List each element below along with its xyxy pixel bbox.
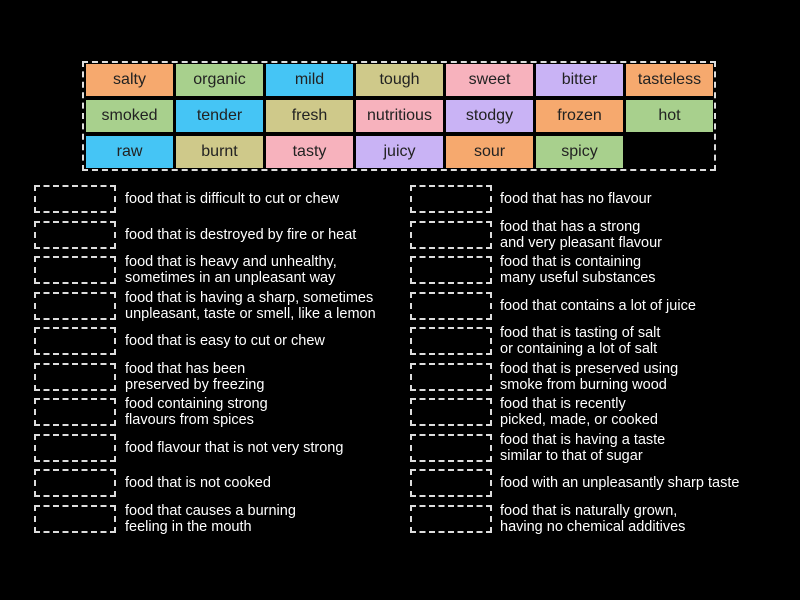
drop-slot[interactable] [410,291,492,320]
definition-line: food that is preserved using [500,360,679,377]
definition-line: having no chemical additives [500,518,686,535]
definition-line: food that is having a taste [500,431,666,448]
word-tray [82,61,716,171]
definition-line: food that is naturally grown, [500,502,678,519]
definition: food that is not cooked [125,467,271,499]
definition-line: food flavour that is not very strong [125,439,344,456]
drop-slot[interactable] [34,291,116,320]
definition-line: sometimes in an unpleasant way [125,270,336,286]
word-tile[interactable]: sour [446,136,533,168]
definition-line: feeling in the mouth [125,518,252,535]
definition-line: food that is tasting of salt [500,325,661,341]
word-tile[interactable]: juicy [356,136,443,168]
definition-line: food that is recently [500,396,626,412]
definition: food that is heavy and unhealthy, sometim… [125,254,337,286]
definition: food that has no flavour [500,183,652,215]
word-tile[interactable]: tasty [266,136,353,168]
definition: food that is destroyed by fire or heat [125,219,356,251]
word-tile[interactable]: hot [626,100,713,132]
word-tile[interactable]: mild [266,64,353,96]
definition-line: smoke from burning wood [500,376,667,393]
definition-line: food that is containing [500,254,642,270]
drop-slot[interactable] [410,256,492,284]
drop-slot[interactable] [410,469,492,497]
word-tile[interactable]: salty [86,64,173,96]
definition: food that is having a sharp, sometimes un… [125,290,376,322]
definition-line: food that has been [125,360,246,377]
drop-slot[interactable] [410,185,492,213]
word-tile[interactable]: bitter [536,64,623,96]
definition-line: food that is heavy and unhealthy, [125,254,337,270]
definition-line: picked, made, or cooked [500,412,658,428]
drop-slot[interactable] [34,362,116,391]
definition-line: unpleasant, taste or smell, like a lemon [125,305,376,322]
definition-line: food that is destroyed by fire or heat [125,226,357,243]
definition-line: food that causes a burning [125,502,296,519]
word-tile[interactable]: tasteless [626,64,713,96]
definition: food that is easy to cut or chew [125,325,325,357]
drop-slot[interactable] [410,362,492,391]
definition: food that is recently picked, made, or co… [500,396,658,428]
drop-slot[interactable] [410,433,492,462]
definition: food with an unpleasantly sharp taste [500,467,739,499]
definition-line: and very pleasant flavour [500,234,663,251]
definition: food that has a strong and very pleasant … [500,219,662,251]
definition: food that is having a taste similar to th… [500,432,665,464]
drop-slot[interactable] [34,504,116,533]
definition: food containing strong flavours from spic… [125,396,268,428]
definition: food that is tasting of salt or containin… [500,325,660,357]
definition-line: many useful substances [500,270,656,286]
definition-line: food with an unpleasantly sharp taste [500,475,740,491]
word-tile[interactable]: smoked [86,100,173,132]
drop-slot[interactable] [34,469,116,497]
word-tile[interactable]: burnt [176,136,263,168]
definition-line: food that is easy to cut or chew [125,333,325,349]
word-tile[interactable]: frozen [536,100,623,132]
drop-slot[interactable] [34,327,116,355]
definition-line: food that is not cooked [125,475,271,491]
drop-slot[interactable] [410,504,492,533]
definition-line: food containing strong [125,396,268,412]
definition: food flavour that is not very strong [125,432,343,464]
definition-line: flavours from spices [125,412,254,428]
definition: food that is difficult to cut or chew [125,183,339,215]
definition-line: preserved by freezing [125,376,265,393]
definition-line: similar to that of sugar [500,447,643,464]
word-tile[interactable]: stodgy [446,100,533,132]
drop-slot[interactable] [34,433,116,462]
drop-slot[interactable] [34,256,116,284]
definition-line: food that has a strong [500,218,641,235]
definition: food that has been preserved by freezing [125,361,264,393]
definition-line: or containing a lot of salt [500,341,658,357]
drop-slot[interactable] [410,220,492,249]
drop-slot[interactable] [410,327,492,355]
word-tile[interactable]: sweet [446,64,533,96]
word-tile[interactable]: nutritious [356,100,443,132]
word-tile[interactable]: spicy [536,136,623,168]
definition: food that is containing many useful subst… [500,254,656,286]
definition: food that causes a burning feeling in the… [125,503,296,535]
definition-line: food that is having a sharp, sometimes [125,289,374,306]
word-tile[interactable]: tender [176,100,263,132]
word-tile[interactable]: tough [356,64,443,96]
definition-line: food that is difficult to cut or chew [125,191,340,207]
definition: food that is preserved using smoke from b… [500,361,678,393]
drop-slot[interactable] [34,185,116,213]
word-tile[interactable]: organic [176,64,263,96]
word-tile[interactable]: raw [86,136,173,168]
drop-slot[interactable] [34,398,116,426]
word-tile[interactable]: fresh [266,100,353,132]
definition: food that is naturally grown, having no c… [500,503,685,535]
definition: food that contains a lot of juice [500,290,696,322]
drop-slot[interactable] [34,220,116,249]
definition-line: food that has no flavour [500,191,652,207]
definition-line: food that contains a lot of juice [500,297,696,314]
drop-slot[interactable] [410,398,492,426]
